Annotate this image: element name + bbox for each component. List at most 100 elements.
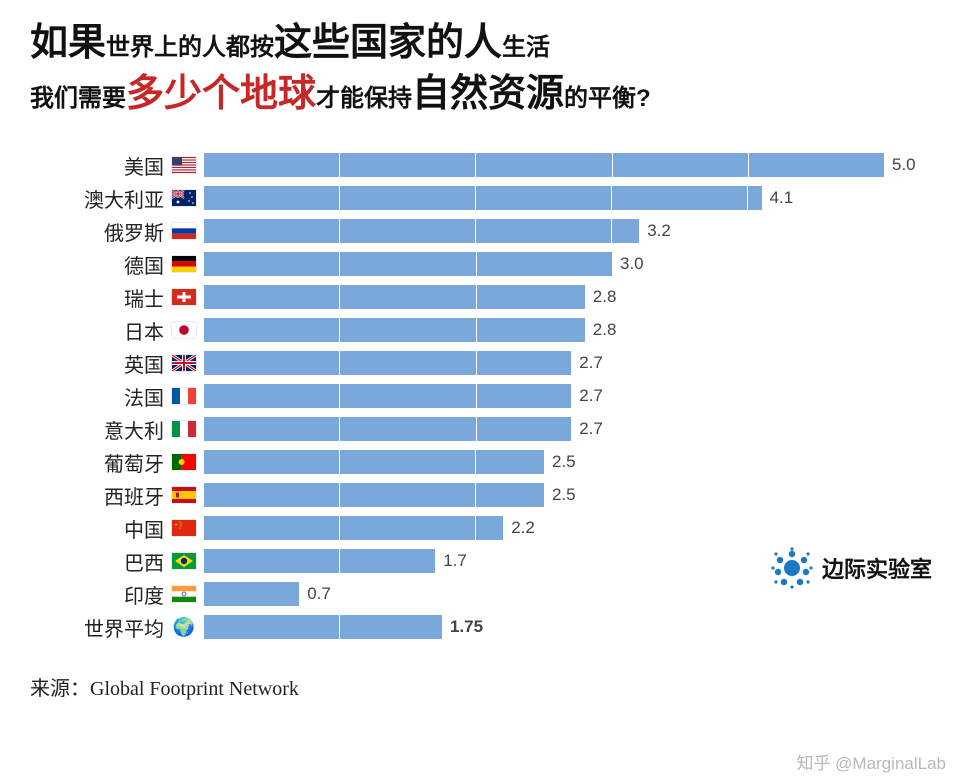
bar-value: 2.7 — [571, 351, 603, 375]
title-part: 如果 — [30, 22, 106, 64]
row-label: 美国 — [30, 151, 170, 180]
flag-icon-ch — [170, 289, 198, 305]
bar-track: 2.7 — [204, 417, 884, 441]
bar — [204, 153, 884, 177]
chart-row: 日本 2.8 — [30, 314, 920, 347]
flag-icon-fr — [170, 388, 198, 404]
chart-row: 世界平均🌍 1.75 — [30, 611, 920, 644]
title-part: 我们需要 — [30, 85, 126, 112]
bar-value: 2.5 — [544, 450, 576, 474]
bar-value: 2.2 — [503, 516, 535, 540]
bar — [204, 285, 585, 309]
bar — [204, 351, 571, 375]
chart-row: 美国 5.0 — [30, 149, 920, 182]
row-label: 澳大利亚 — [30, 184, 170, 213]
row-label: 德国 — [30, 250, 170, 279]
row-label: 俄罗斯 — [30, 217, 170, 246]
bar-track: 2.7 — [204, 351, 884, 375]
source-text: 来源：Global Footprint Network — [0, 644, 960, 701]
bar — [204, 417, 571, 441]
flag-icon-ru — [170, 223, 198, 239]
brand-badge: 边际实验室 — [770, 546, 932, 590]
chart-row: 俄罗斯 3.2 — [30, 215, 920, 248]
bar-value: 3.0 — [612, 252, 644, 276]
bar — [204, 384, 571, 408]
chart-row: 德国 3.0 — [30, 248, 920, 281]
flag-icon-in — [170, 586, 198, 602]
globe-icon: 🌍 — [170, 618, 198, 636]
bar-value: 2.8 — [585, 318, 617, 342]
watermark-text: 知乎 @MarginalLab — [796, 749, 946, 774]
flag-icon-au — [170, 190, 198, 206]
title-part: 的平衡? — [564, 85, 651, 112]
bar — [204, 186, 762, 210]
bar-track: 2.5 — [204, 483, 884, 507]
bar — [204, 483, 544, 507]
bar-value: 2.8 — [585, 285, 617, 309]
row-label: 巴西 — [30, 547, 170, 576]
bar-value: 2.7 — [571, 384, 603, 408]
chart-row: 西班牙 2.5 — [30, 479, 920, 512]
bar-track: 3.0 — [204, 252, 884, 276]
row-label: 葡萄牙 — [30, 448, 170, 477]
flag-icon-cn — [170, 520, 198, 536]
chart-row: 意大利 2.7 — [30, 413, 920, 446]
brand-text: 边际实验室 — [822, 552, 932, 584]
row-label: 世界平均 — [30, 613, 170, 642]
bar — [204, 318, 585, 342]
chart-row: 澳大利亚 4.1 — [30, 182, 920, 215]
source-name: Global Footprint Network — [90, 678, 299, 700]
title-part: 生活 — [502, 34, 550, 61]
title-part: 世界上的人都按 — [106, 34, 274, 61]
title-line-2: 我们需要多少个地球才能保持自然资源的平衡? — [30, 69, 930, 120]
chart-row: 英国 2.7 — [30, 347, 920, 380]
bar-value: 1.7 — [435, 549, 467, 573]
row-label: 日本 — [30, 316, 170, 345]
bar-value: 0.7 — [299, 582, 331, 606]
bar-track: 2.5 — [204, 450, 884, 474]
bar-value: 3.2 — [639, 219, 671, 243]
title-accent: 多少个地球 — [126, 73, 316, 115]
bar — [204, 450, 544, 474]
chart-row: 瑞士 2.8 — [30, 281, 920, 314]
flag-icon-de — [170, 256, 198, 272]
chart-row: 葡萄牙 2.5 — [30, 446, 920, 479]
chart-row: 中国 2.2 — [30, 512, 920, 545]
bar — [204, 252, 612, 276]
row-label: 印度 — [30, 580, 170, 609]
row-label: 中国 — [30, 514, 170, 543]
title-line-1: 如果世界上的人都按这些国家的人生活 — [30, 18, 930, 69]
bar — [204, 219, 639, 243]
row-label: 瑞士 — [30, 283, 170, 312]
row-label: 西班牙 — [30, 481, 170, 510]
bar — [204, 615, 442, 639]
bar-track: 5.0 — [204, 153, 884, 177]
bar — [204, 582, 299, 606]
title-part: 才能保持 — [316, 85, 412, 112]
bar-value: 2.5 — [544, 483, 576, 507]
bar-track: 2.7 — [204, 384, 884, 408]
bar-track: 2.8 — [204, 318, 884, 342]
bar — [204, 549, 435, 573]
flag-icon-us — [170, 157, 198, 173]
flag-icon-it — [170, 421, 198, 437]
bar — [204, 516, 503, 540]
bar-track: 3.2 — [204, 219, 884, 243]
flag-icon-pt — [170, 454, 198, 470]
title-area: 如果世界上的人都按这些国家的人生活 我们需要多少个地球才能保持自然资源的平衡? — [0, 0, 960, 131]
bar-value: 5.0 — [884, 153, 916, 177]
title-part: 自然资源 — [412, 73, 564, 115]
bar-value: 1.75 — [442, 615, 483, 639]
flag-icon-br — [170, 553, 198, 569]
bar-track: 2.8 — [204, 285, 884, 309]
flag-icon-gb — [170, 355, 198, 371]
bar-track: 1.75 — [204, 615, 884, 639]
row-label: 意大利 — [30, 415, 170, 444]
row-label: 英国 — [30, 349, 170, 378]
row-label: 法国 — [30, 382, 170, 411]
bar-value: 4.1 — [762, 186, 794, 210]
brand-logo-icon — [770, 546, 814, 590]
title-part: 这些国家的人 — [274, 22, 502, 64]
bar-value: 2.7 — [571, 417, 603, 441]
flag-icon-jp — [170, 322, 198, 338]
